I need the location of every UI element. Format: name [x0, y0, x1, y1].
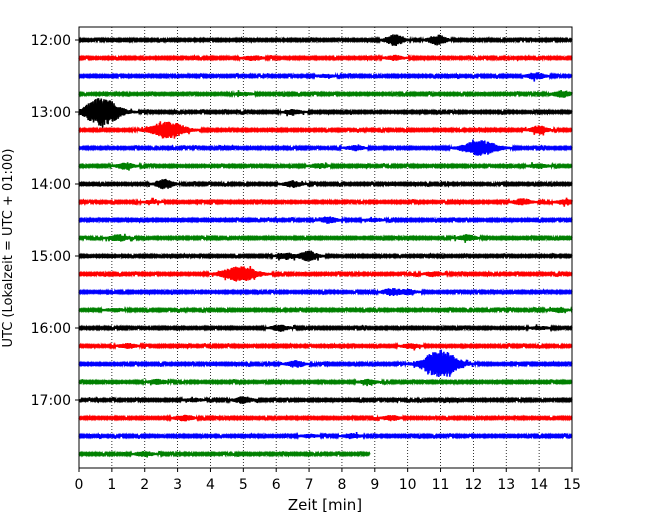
trace-line — [78, 178, 573, 190]
trace-line — [78, 324, 573, 333]
x-axis-ticks: 0 1 2 3 4 5 6 7 8 9 10 11 12 13 14 15 — [75, 468, 581, 493]
trace-line — [78, 349, 573, 377]
x-tick-label: 9 — [370, 477, 379, 493]
trace-line — [78, 90, 573, 99]
plot-area-frame — [79, 27, 572, 468]
y-tick-label: 15:00 — [31, 249, 71, 265]
y-tick-label: 16:00 — [31, 321, 71, 337]
trace-line — [78, 71, 573, 82]
trace-line — [78, 266, 573, 282]
x-tick-label: 7 — [305, 477, 314, 493]
x-tick-label: 10 — [399, 477, 417, 493]
x-tick-label: 11 — [432, 477, 450, 493]
x-tick-label: 14 — [530, 477, 548, 493]
trace-line — [78, 306, 573, 314]
trace-line — [78, 216, 573, 225]
x-axis-label: Zeit [min] — [288, 496, 362, 514]
trace-line — [78, 413, 573, 423]
y-tick-label: 17:00 — [31, 393, 71, 409]
x-tick-label: 12 — [464, 477, 482, 493]
x-tick-label: 8 — [337, 477, 346, 493]
y-axis-label: UTC (Lokalzeit = UTC + 01:00) — [1, 149, 16, 348]
x-tick-label: 5 — [239, 477, 248, 493]
x-tick-label: 4 — [206, 477, 215, 493]
y-tick-label: 12:00 — [31, 33, 71, 49]
trace-line — [78, 431, 573, 441]
x-tick-label: 2 — [140, 477, 149, 493]
trace-line — [78, 250, 573, 262]
trace-group — [78, 34, 573, 458]
trace-line — [78, 161, 573, 171]
trace-line — [78, 377, 573, 387]
trace-line — [78, 121, 573, 139]
x-tick-label: 0 — [75, 477, 84, 493]
y-tick-label: 13:00 — [31, 105, 71, 121]
x-tick-label: 13 — [497, 477, 515, 493]
trace-line — [78, 34, 573, 47]
y-axis-ticks: 12:00 13:00 14:00 15:00 16:00 17:00 — [31, 33, 79, 409]
trace-line — [78, 287, 573, 296]
x-tick-label: 15 — [563, 477, 581, 493]
trace-line — [78, 450, 371, 458]
x-tick-label: 1 — [107, 477, 116, 493]
trace-line — [78, 139, 573, 156]
trace-line — [78, 233, 573, 243]
trace-line — [78, 98, 573, 129]
trace-line — [78, 396, 573, 405]
trace-line — [78, 197, 573, 207]
trace-line — [78, 53, 573, 63]
y-tick-label: 14:00 — [31, 177, 71, 193]
trace-line — [78, 341, 573, 351]
plot-border — [78, 26, 573, 469]
x-tick-label: 6 — [272, 477, 281, 493]
x-tick-label: 3 — [173, 477, 182, 493]
